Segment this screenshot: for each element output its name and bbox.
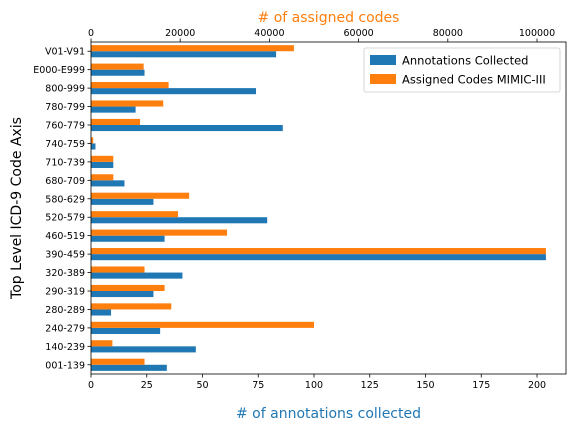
bar-annotations-280-289 [91,309,112,316]
bar-annotations-800-999 [91,88,257,95]
bar-assigned-codes-740-759 [91,137,94,144]
y-tick-label: 780-799 [45,102,85,113]
bar-assigned-codes-520-579 [91,211,178,218]
y-tick-label: 460-519 [45,231,85,242]
y-tick-label: 280-289 [45,305,85,316]
bar-assigned-codes-001-139 [91,358,145,365]
y-tick-label: 800-999 [45,84,85,95]
x-bottom-tick-label: 25 [141,380,153,391]
bar-assigned-codes-760-779 [91,118,141,125]
x-bottom-tick-label: 100 [305,380,323,391]
x-bottom-tick-label: 200 [528,380,546,391]
x-bottom-tick-label: 175 [472,380,490,391]
x-top-tick-label: 80000 [433,28,463,39]
legend: Annotations Collected Assigned Codes MIM… [363,47,561,93]
legend-box [363,47,561,93]
x-bottom-tick-label: 50 [196,380,208,391]
legend-swatch-assigned-codes [370,74,396,84]
bar-assigned-codes-580-629 [91,192,190,199]
y-tick-label: 290-319 [45,287,85,298]
bar-annotations-320-389 [91,272,183,279]
bar-annotations-001-139 [91,364,167,371]
x-top-tick-label: 40000 [254,28,284,39]
plot-frame [90,41,567,375]
bar-annotations-V01-V91 [91,51,277,58]
bar-annotations-680-709 [91,180,125,187]
bar-assigned-codes-V01-V91 [91,45,294,52]
x-bottom-tick-label: 75 [252,380,264,391]
x-axis-top: 0 20000 40000 60000 80000 100000 [88,28,555,42]
x-top-tick-label: 60000 [343,28,373,39]
x-axis-bottom-title: # of annotations collected [236,406,421,422]
bar-assigned-codes-E000-E999 [91,63,144,70]
bar-assigned-codes-140-239 [91,340,113,347]
x-top-tick-label: 0 [88,28,94,39]
bar-assigned-codes-800-999 [91,82,169,89]
x-axis-top-title: # of assigned codes [258,10,400,26]
bar-annotations-580-629 [91,198,154,205]
bar-annotations-460-519 [91,235,165,242]
y-tick-label: E000-E999 [33,65,85,76]
bar-annotations-390-459 [91,254,546,261]
y-tick-label: 580-629 [45,194,85,205]
x-axis-bottom: 0 25 50 75 100 125 150 175 200 [88,374,546,391]
y-tick-label: 001-139 [45,360,85,371]
legend-label-annotations: Annotations Collected [402,54,528,68]
bar-assigned-codes-320-389 [91,266,145,273]
y-tick-label: 740-759 [45,139,85,150]
y-tick-label: 520-579 [45,213,85,224]
y-tick-label: 140-239 [45,342,85,353]
bar-assigned-codes-710-739 [91,155,114,162]
y-tick-label: 320-389 [45,268,85,279]
bars-layer [91,45,546,371]
y-tick-label: 710-739 [45,157,85,168]
y-axis-title: Top Level ICD-9 Code Axis [9,117,25,300]
bar-assigned-codes-390-459 [91,248,546,255]
bar-annotations-240-279 [91,327,161,334]
x-bottom-tick-label: 150 [416,380,434,391]
legend-label-assigned-codes: Assigned Codes MIMIC-III [402,73,546,87]
bar-assigned-codes-680-709 [91,174,114,181]
legend-swatch-annotations [370,55,396,65]
x-bottom-tick-label: 0 [88,380,94,391]
bar-annotations-E000-E999 [91,69,145,76]
x-top-tick-label: 100000 [519,28,555,39]
bar-annotations-740-759 [91,143,96,150]
bar-annotations-520-579 [91,217,268,224]
y-axis: 001-139 140-239 240-279 280-289 290-319 320-3… [33,47,91,371]
bar-assigned-codes-460-519 [91,229,228,236]
x-bottom-tick-label: 125 [361,380,379,391]
bar-annotations-760-779 [91,125,283,132]
y-tick-label: V01-V91 [45,47,85,58]
y-tick-label: 680-709 [45,176,85,187]
bar-annotations-710-739 [91,161,114,168]
bar-assigned-codes-240-279 [91,321,315,328]
y-tick-label: 390-459 [45,250,85,261]
bar-annotations-140-239 [91,346,196,353]
y-tick-label: 240-279 [45,323,85,334]
bar-annotations-780-799 [91,106,136,113]
bar-assigned-codes-780-799 [91,100,164,107]
y-tick-label: 760-779 [45,121,85,132]
bar-assigned-codes-280-289 [91,303,172,310]
bar-assigned-codes-290-319 [91,284,165,291]
x-top-tick-label: 20000 [165,28,195,39]
bar-annotations-290-319 [91,291,154,298]
